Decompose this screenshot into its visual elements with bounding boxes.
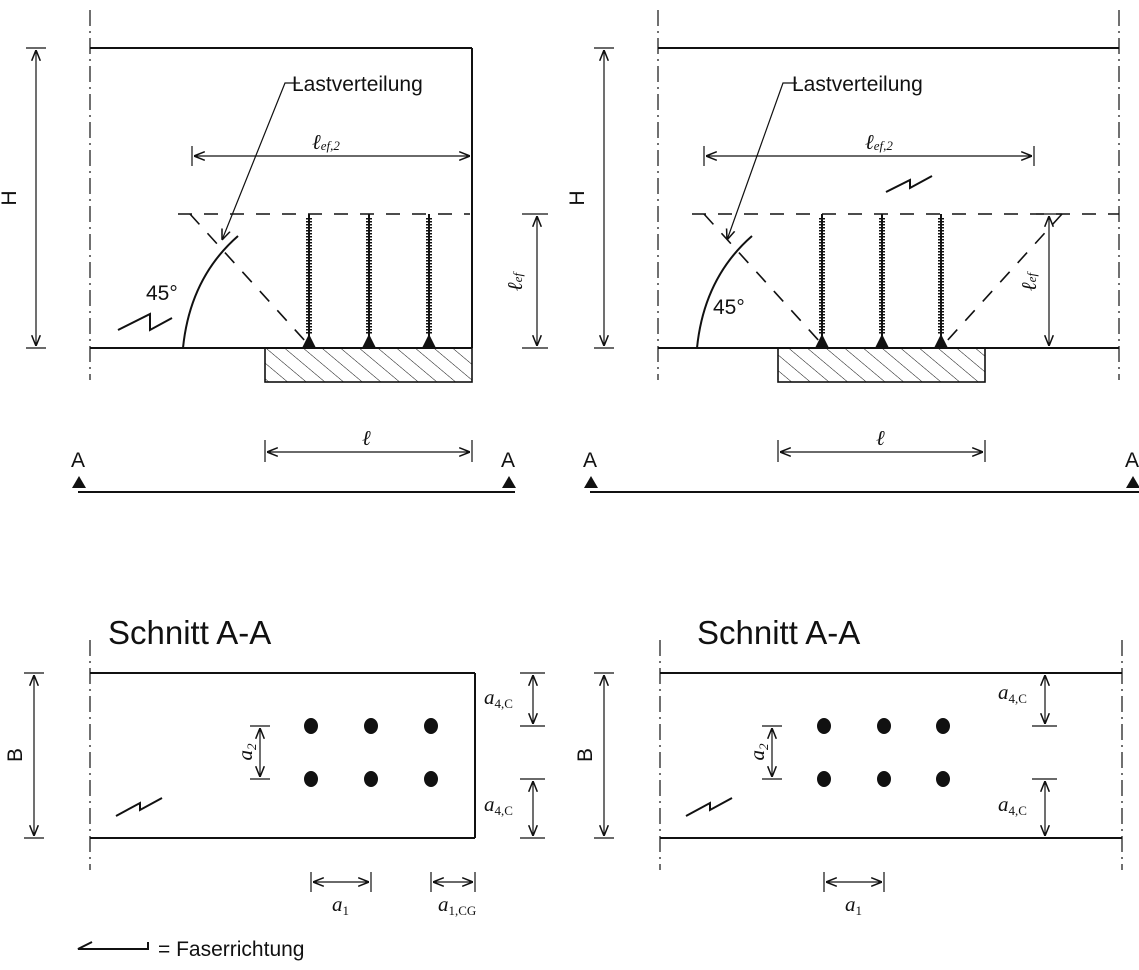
fastener-dot [877,718,891,734]
fastener-dot [304,718,318,734]
lef-label: ℓef [503,271,527,292]
a4c-label: a4,C [998,792,1027,818]
screw-group [815,214,948,348]
fastener-grid [817,718,950,787]
grain-direction-icon [117,312,173,332]
load-spread-diagonal [189,213,307,343]
angle-arc [182,235,239,349]
fastener-dot [424,718,438,734]
fastener-dot [817,771,831,787]
screw [362,214,376,348]
load-distribution-leader [222,82,300,240]
section-title: Schnitt A-A [108,614,271,651]
grain-direction-icon [685,797,733,817]
fastener-dot [936,718,950,734]
a4c-label: a4,C [484,792,513,818]
section-marker-label: A [1125,449,1139,472]
section-left: Schnitt A-A B a2 a4,C [4,614,545,918]
width-label: B [4,748,27,762]
angle-arc [696,235,753,349]
section-marker-label: A [501,449,515,472]
angle-label: 45° [713,296,745,319]
support-block [777,347,986,383]
elevation-right: H 45° Lastverteilung ℓef,2 ℓef [566,10,1139,493]
angle-label: 45° [146,282,178,305]
section-title: Schnitt A-A [697,614,860,651]
triangle-icon [502,476,516,488]
load-distribution-label: Lastverteilung [292,73,423,96]
lef-label: ℓef [1017,271,1041,292]
elevation-left: H 45° Lastverteilung ℓef,2 ℓef [0,10,548,493]
fastener-dot [817,718,831,734]
grain-direction-icon [885,175,933,193]
load-spread-diagonal [703,213,821,343]
height-label: H [0,190,21,205]
load-distribution-label: Lastverteilung [792,73,923,96]
screw [934,214,948,348]
section-marker-label: A [583,449,597,472]
load-distribution-leader [727,82,797,240]
triangle-icon [1126,476,1139,488]
screw [815,214,829,348]
lef2-label: ℓef,2 [312,130,340,154]
fastener-dot [936,771,950,787]
section-marker-label: A [71,449,85,472]
a4c-label: a4,C [484,685,513,711]
fastener-dot [364,718,378,734]
fastener-dot [877,771,891,787]
height-label: H [566,190,589,205]
screw [302,214,316,348]
legend: = Faserrichtung [77,938,305,961]
fastener-dot [364,771,378,787]
a1cg-label: a1,CG [438,892,476,918]
screw [875,214,889,348]
fastener-dot [304,771,318,787]
support-block [264,347,473,383]
l-label: ℓ [362,426,371,450]
fastener-grid [304,718,438,787]
width-label: B [574,748,597,762]
fastener-dot [424,771,438,787]
screw [422,214,436,348]
a2-label: a2 [745,743,771,761]
triangle-icon [72,476,86,488]
a1-label: a1 [332,892,349,918]
grain-direction-icon [115,797,163,817]
triangle-icon [584,476,598,488]
load-spread-diagonal [945,213,1063,343]
half-arrow-icon [77,941,149,950]
a4c-label: a4,C [998,680,1027,706]
legend-label: = Faserrichtung [158,938,305,961]
section-right: Schnitt A-A B a2 a4,C [574,614,1123,918]
lef2-label: ℓef,2 [865,130,893,154]
a1-label: a1 [845,892,862,918]
a2-label: a2 [233,743,259,761]
l-label: ℓ [876,426,885,450]
screw-group [302,214,436,348]
